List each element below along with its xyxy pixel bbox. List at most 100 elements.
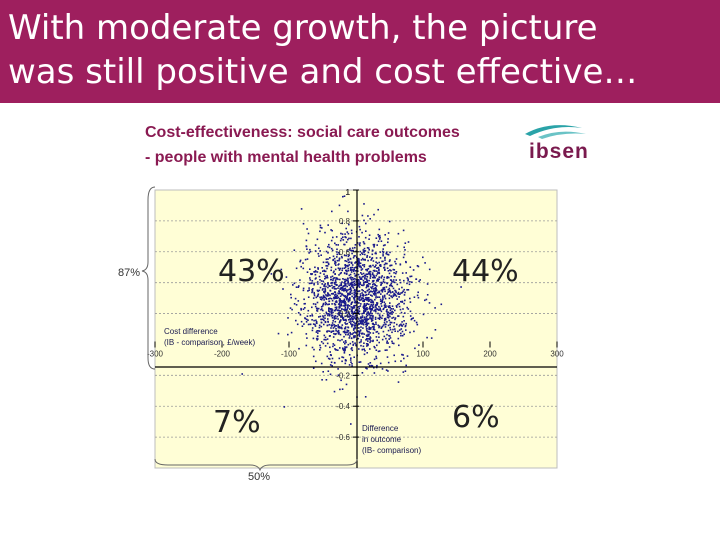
- data-point: [369, 337, 372, 339]
- data-point: [347, 277, 349, 280]
- data-point: [390, 321, 393, 324]
- data-point: [338, 303, 341, 306]
- data-point: [388, 338, 390, 340]
- data-point: [367, 344, 369, 347]
- data-point: [388, 306, 390, 309]
- data-point: [371, 305, 374, 307]
- data-point: [300, 208, 303, 210]
- data-point: [319, 230, 321, 233]
- data-point: [389, 289, 391, 292]
- data-point: [367, 293, 370, 295]
- data-point: [293, 282, 296, 285]
- data-point: [363, 348, 365, 350]
- data-point: [365, 273, 368, 275]
- data-point: [409, 310, 412, 313]
- data-point: [358, 236, 360, 238]
- data-point: [399, 263, 402, 266]
- data-point: [336, 251, 338, 253]
- data-point: [358, 302, 360, 304]
- data-point: [364, 253, 366, 256]
- data-point: [353, 307, 356, 309]
- data-point: [324, 287, 326, 290]
- data-point: [334, 324, 336, 327]
- data-point: [345, 227, 347, 230]
- data-point: [347, 238, 349, 241]
- data-point: [372, 306, 374, 309]
- data-point: [327, 252, 329, 254]
- data-point: [371, 273, 374, 276]
- data-point: [380, 302, 382, 305]
- data-point: [324, 289, 326, 291]
- data-point: [375, 274, 378, 277]
- data-point: [362, 323, 365, 326]
- data-point: [348, 249, 351, 251]
- data-point: [334, 306, 337, 309]
- data-point: [370, 310, 372, 313]
- data-point: [386, 277, 388, 279]
- data-point: [345, 260, 348, 263]
- data-point: [368, 307, 370, 310]
- data-point: [373, 246, 375, 248]
- data-point: [350, 306, 353, 308]
- data-point: [339, 284, 341, 287]
- data-point: [404, 325, 407, 328]
- data-point: [379, 362, 382, 365]
- data-point: [373, 275, 375, 277]
- data-point: [345, 333, 347, 336]
- data-point: [376, 344, 378, 347]
- data-point: [311, 288, 313, 291]
- data-point: [366, 256, 368, 258]
- data-point: [308, 289, 310, 291]
- data-point: [360, 326, 362, 328]
- data-point: [330, 276, 332, 278]
- data-point: [327, 303, 329, 306]
- data-point: [332, 286, 335, 288]
- slide-title-line-1: With moderate growth, the picture: [8, 8, 598, 48]
- data-point: [378, 235, 380, 238]
- data-point: [359, 262, 362, 265]
- data-point: [381, 250, 384, 253]
- data-point: [368, 303, 370, 306]
- data-point: [378, 261, 380, 264]
- data-point: [380, 277, 383, 279]
- data-point: [376, 308, 378, 310]
- data-point: [366, 314, 369, 317]
- data-point: [364, 278, 366, 280]
- data-point: [396, 303, 399, 306]
- data-point: [372, 288, 375, 290]
- data-point: [359, 278, 362, 280]
- data-point: [351, 252, 353, 255]
- data-point: [375, 293, 377, 295]
- data-point: [360, 323, 363, 325]
- data-point: [359, 228, 361, 231]
- data-point: [308, 252, 310, 254]
- data-point: [395, 258, 398, 260]
- data-point: [361, 292, 363, 294]
- data-point: [374, 286, 377, 289]
- data-point: [358, 333, 360, 336]
- data-point: [380, 289, 382, 292]
- data-point: [386, 342, 388, 344]
- data-point: [339, 287, 342, 289]
- data-point: [315, 321, 318, 323]
- data-point: [391, 342, 394, 344]
- data-point: [317, 307, 320, 310]
- data-point: [369, 275, 372, 278]
- data-point: [344, 327, 347, 330]
- data-point: [332, 320, 334, 322]
- data-point: [434, 329, 437, 331]
- data-point: [406, 306, 408, 309]
- data-point: [326, 324, 329, 327]
- data-point: [357, 290, 360, 293]
- data-point: [342, 347, 344, 349]
- data-point: [392, 268, 395, 271]
- data-point: [378, 278, 380, 280]
- data-point: [311, 291, 313, 294]
- data-point: [405, 364, 407, 367]
- data-point: [388, 297, 391, 300]
- data-point: [357, 270, 359, 272]
- data-point: [344, 304, 346, 307]
- data-point: [277, 332, 280, 335]
- data-point: [351, 318, 353, 320]
- data-point: [368, 291, 370, 294]
